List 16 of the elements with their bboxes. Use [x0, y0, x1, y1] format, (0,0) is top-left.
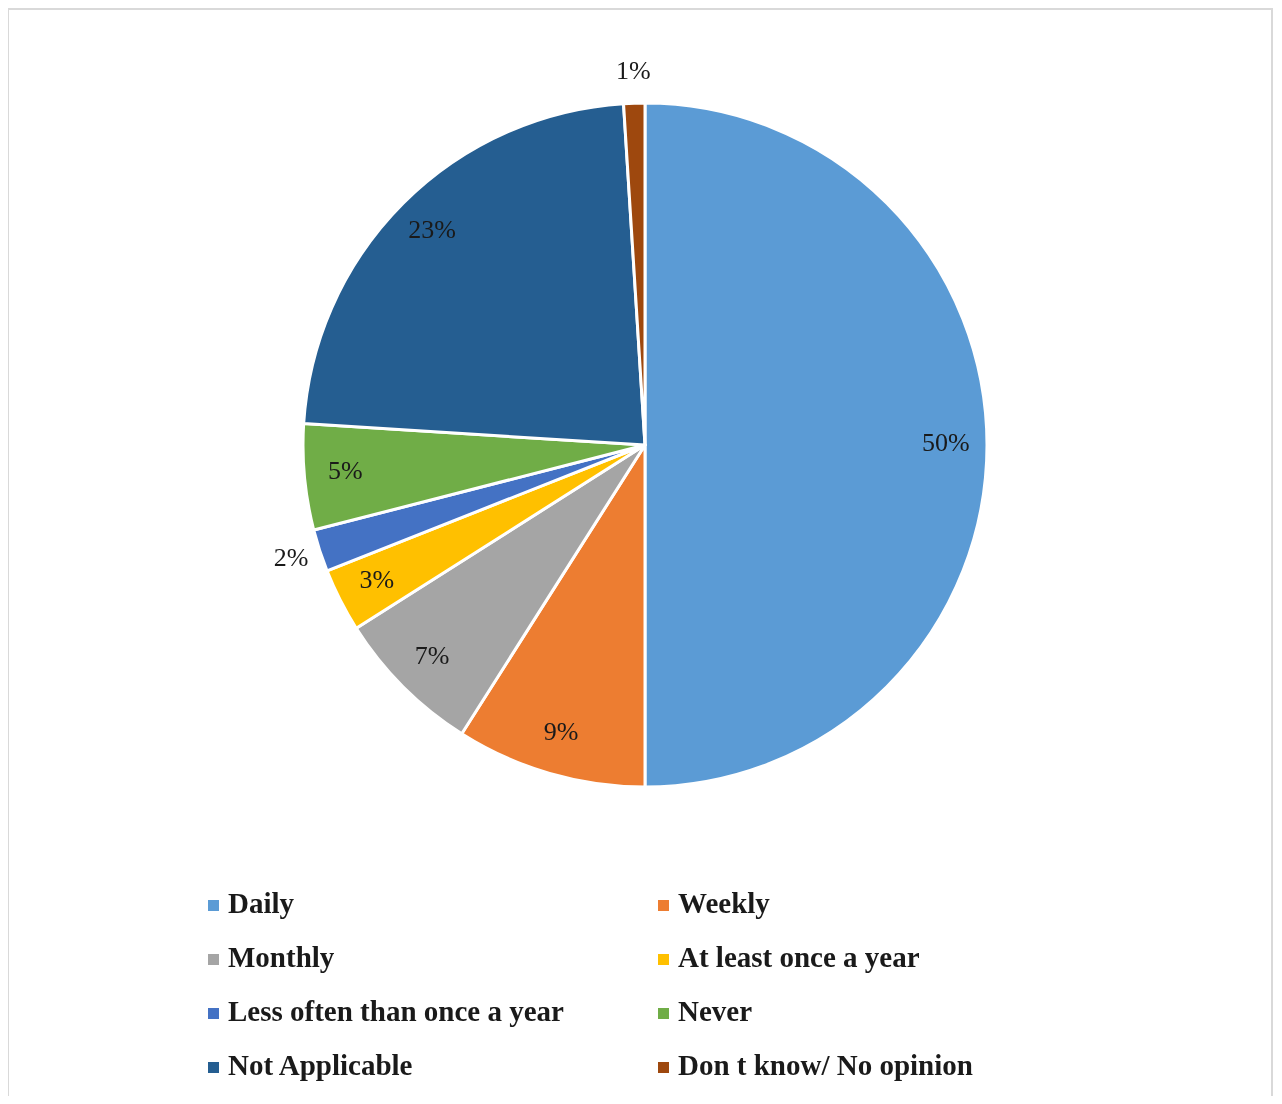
legend-label: At least once a year	[678, 940, 920, 973]
legend-label: Never	[678, 994, 753, 1027]
data-label: 9%	[543, 716, 579, 746]
legend-label: Don t know/ No opinion	[678, 1048, 973, 1081]
legend-label: Not Applicable	[228, 1048, 413, 1081]
data-label: 50%	[922, 427, 970, 457]
data-label: 1%	[615, 56, 651, 86]
data-label: 3%	[359, 564, 395, 594]
data-label: 2%	[273, 542, 309, 572]
data-label: 5%	[328, 456, 363, 486]
data-label: 23%	[408, 215, 457, 245]
legend-label: Monthly	[228, 940, 335, 973]
legend-label: Daily	[228, 886, 295, 919]
legend-label: Less often than once a year	[228, 994, 565, 1027]
data-label: 7%	[414, 640, 450, 670]
legend-label: Weekly	[678, 886, 771, 919]
